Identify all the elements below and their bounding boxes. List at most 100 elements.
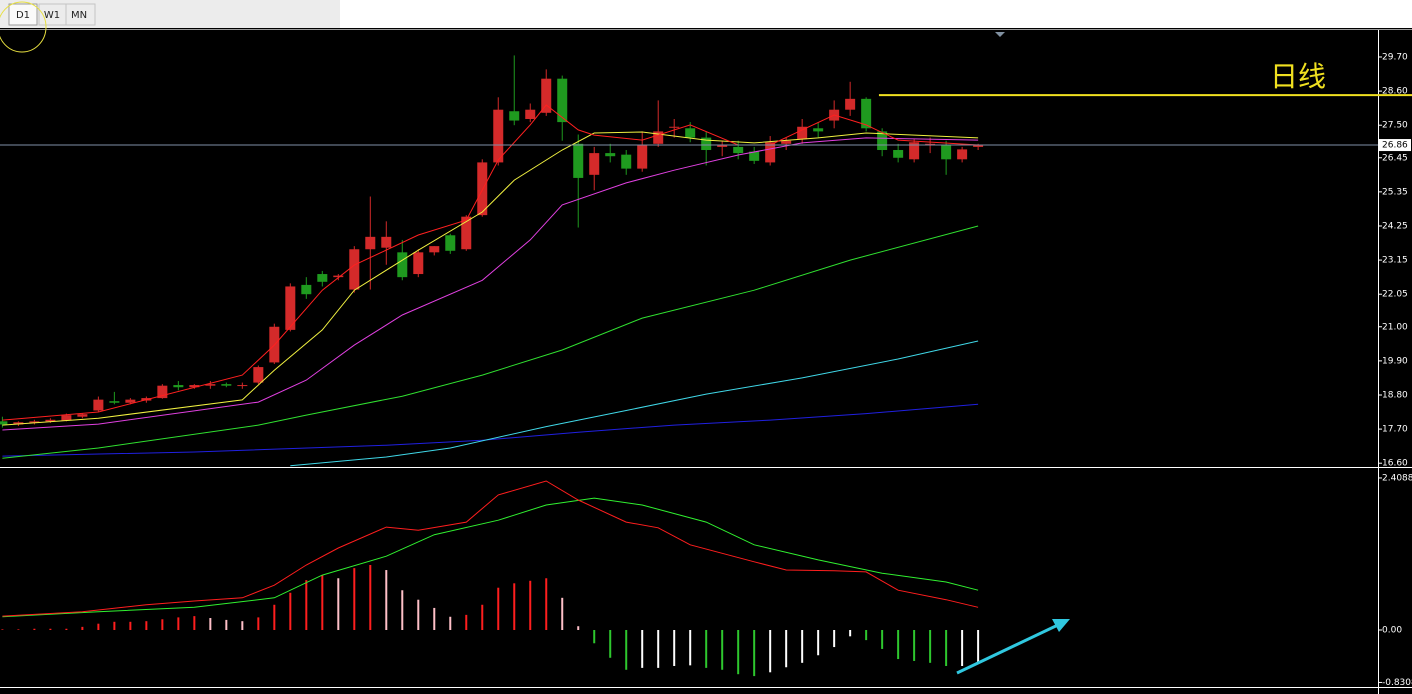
candle-body bbox=[285, 286, 296, 330]
y-tick-label: 29.70 bbox=[1382, 52, 1408, 62]
candle-body bbox=[365, 236, 376, 250]
candle-body bbox=[717, 145, 728, 147]
y-tick-label: 0.00 bbox=[1382, 626, 1402, 636]
candle-body bbox=[589, 153, 600, 175]
candle-body bbox=[813, 128, 824, 132]
candle-body bbox=[557, 78, 568, 123]
y-tick-label: 27.50 bbox=[1382, 121, 1408, 131]
candle-body bbox=[61, 415, 72, 421]
candle-body bbox=[429, 246, 440, 253]
candle-body bbox=[301, 284, 312, 295]
candle-body bbox=[461, 216, 472, 250]
candle-body bbox=[909, 142, 920, 160]
candle-body bbox=[733, 146, 744, 154]
candle-body bbox=[93, 399, 104, 411]
y-tick-label: 22.05 bbox=[1382, 290, 1408, 300]
candle-body bbox=[925, 143, 936, 145]
candle-body bbox=[541, 78, 552, 113]
candle-body bbox=[109, 401, 120, 403]
tab[interactable]: D1 bbox=[8, 3, 38, 26]
candle-body bbox=[493, 109, 504, 163]
candle-body bbox=[157, 385, 168, 399]
candle-body bbox=[13, 422, 24, 425]
candle-body bbox=[653, 131, 664, 144]
candle-body bbox=[237, 385, 248, 387]
highlight-circle bbox=[0, 1, 47, 53]
candle-body bbox=[317, 274, 328, 282]
candle-body bbox=[701, 137, 712, 151]
y-tick-label: 2.4088 bbox=[1382, 473, 1412, 483]
y-tick-label: -0.8308 bbox=[1382, 678, 1412, 688]
tab-box bbox=[8, 3, 38, 26]
tab[interactable]: MN bbox=[65, 3, 96, 26]
candle-body bbox=[973, 145, 984, 147]
y-tick-label: 19.90 bbox=[1382, 356, 1408, 366]
candle-body bbox=[381, 236, 392, 248]
y-tick-label: 25.35 bbox=[1382, 187, 1408, 197]
candle-body bbox=[637, 145, 648, 169]
y-tick-label: 28.60 bbox=[1382, 87, 1408, 97]
current-price-label: 26.86 bbox=[1382, 141, 1408, 151]
candle-body bbox=[781, 140, 792, 144]
candle-body bbox=[525, 109, 536, 119]
candle-body bbox=[749, 151, 760, 161]
candle-body bbox=[797, 126, 808, 140]
candle-body bbox=[621, 154, 632, 169]
y-tick-label: 16.60 bbox=[1382, 459, 1408, 469]
candle-body bbox=[77, 414, 88, 417]
y-tick-label: 24.25 bbox=[1382, 221, 1408, 231]
indicator-line bbox=[2, 137, 979, 431]
candle-body bbox=[893, 150, 904, 158]
candle-body bbox=[333, 275, 344, 278]
indicator-line bbox=[2, 131, 979, 426]
candle-body bbox=[0, 421, 8, 425]
candle-body bbox=[477, 162, 488, 216]
candle-body bbox=[221, 384, 232, 386]
y-tick-label: 17.70 bbox=[1382, 425, 1408, 435]
y-tick-label: 18.80 bbox=[1382, 390, 1408, 400]
indicator-line bbox=[2, 104, 979, 421]
current-price-box bbox=[1379, 139, 1411, 152]
arrow-head bbox=[1052, 619, 1070, 632]
candle-body bbox=[397, 252, 408, 278]
candle-body bbox=[189, 385, 200, 388]
candle-body bbox=[445, 235, 456, 251]
candle-body bbox=[861, 98, 872, 129]
y-tick-label: 26.45 bbox=[1382, 153, 1408, 163]
scroll-marker bbox=[995, 32, 1005, 37]
candle-body bbox=[253, 367, 264, 383]
candle-body bbox=[957, 149, 968, 160]
indicator-line bbox=[2, 497, 979, 618]
candle-body bbox=[29, 421, 40, 423]
tab-label[interactable]: D1 bbox=[16, 10, 30, 21]
candle-body bbox=[765, 142, 776, 163]
candle-body bbox=[685, 128, 696, 138]
candle-body bbox=[349, 249, 360, 290]
indicator-line bbox=[2, 225, 979, 459]
tab-box bbox=[65, 3, 96, 26]
indicator-line bbox=[2, 403, 979, 457]
tab-label[interactable]: MN bbox=[71, 10, 87, 21]
candle-body bbox=[173, 385, 184, 388]
candle-body bbox=[509, 111, 520, 121]
annotations bbox=[0, 1, 1070, 675]
y-tick-label: 23.15 bbox=[1382, 256, 1408, 266]
candle-body bbox=[877, 131, 888, 151]
candle-body bbox=[669, 126, 680, 128]
trend-arrow bbox=[956, 622, 1061, 675]
candle-body bbox=[573, 143, 584, 178]
candle-body bbox=[941, 145, 952, 160]
candle-body bbox=[605, 153, 616, 157]
annotation-text: 日线 bbox=[1270, 60, 1326, 93]
tab-label[interactable]: W1 bbox=[44, 10, 60, 21]
candle-body bbox=[45, 419, 56, 422]
candle-body bbox=[845, 98, 856, 110]
indicator-line bbox=[290, 340, 979, 467]
y-tick-label: 21.00 bbox=[1382, 322, 1408, 332]
candle-body bbox=[205, 384, 216, 386]
indicator-line bbox=[2, 480, 979, 617]
candle-body bbox=[125, 399, 136, 403]
